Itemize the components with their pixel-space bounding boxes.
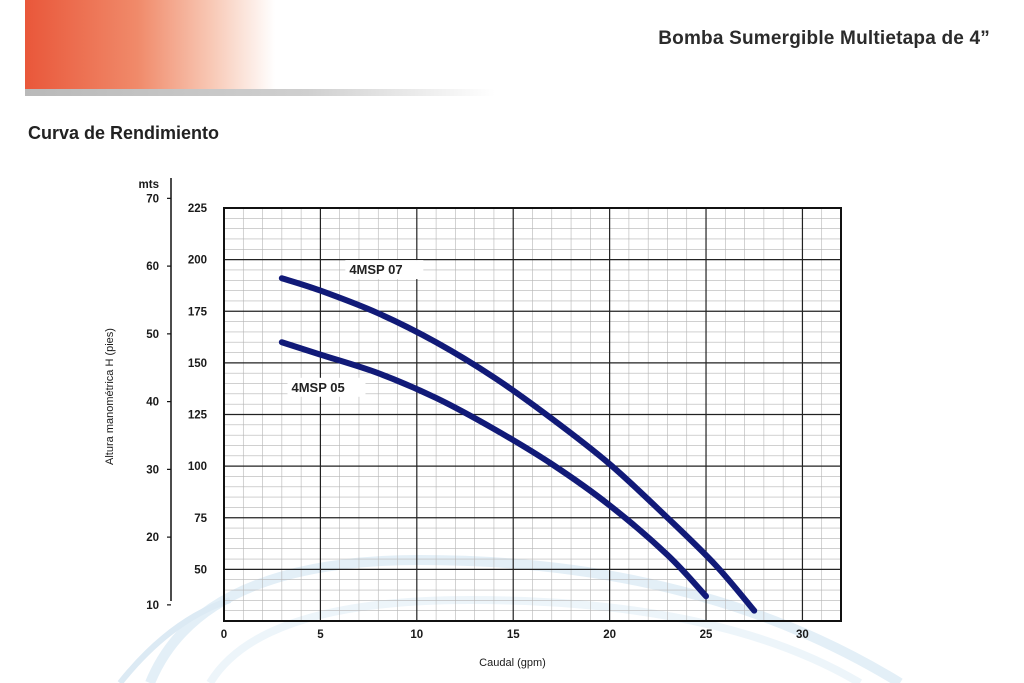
y-tick-label: 50 (194, 564, 207, 576)
x-tick-label: 0 (221, 629, 227, 641)
x-tick-label: 20 (603, 629, 616, 641)
y-tick-label: 75 (194, 513, 207, 525)
series-label: 4MSP 07 (349, 262, 402, 277)
x-tick-label: 10 (410, 629, 423, 641)
meters-axis-unit: mts (139, 179, 159, 191)
document-title: Bomba Sumergible Multietapa de 4” (658, 28, 990, 49)
meters-axis-ticks: 10 20 30 40 50 60 70 (146, 193, 171, 612)
curve-4msp-05 (278, 339, 710, 600)
y-tick-label: 175 (188, 306, 208, 318)
curves (278, 275, 758, 614)
section-title: Curva de Rendimiento (28, 123, 220, 143)
series-label-background (345, 260, 424, 280)
meters-tick-label: 10 (146, 600, 159, 612)
y-tick-label: 100 (188, 461, 207, 473)
series-label: 4MSP 05 (291, 380, 344, 395)
y-tick-label: 125 (188, 410, 208, 422)
x-tick-label: 5 (317, 629, 324, 641)
x-axis-ticks: 0 5 10 15 20 25 30 (221, 629, 809, 641)
curve-4msp-07 (278, 275, 758, 614)
x-tick-label: 30 (796, 629, 809, 641)
plot-frame (223, 207, 842, 622)
y-tick-label: 150 (188, 358, 207, 370)
y-axis-title: Altura manométrica H (pies) (104, 328, 116, 465)
y-tick-label: 225 (188, 203, 208, 215)
y-axis-ticks: 50 75 100 125 150 175 200 225 (188, 203, 208, 576)
series-labels: 4MSP 07 4MSP 05 (287, 260, 424, 397)
y-tick-label: 200 (188, 255, 207, 267)
meters-tick-label: 60 (146, 261, 159, 273)
x-tick-label: 15 (507, 629, 520, 641)
series-label-background (287, 377, 366, 397)
meters-tick-label: 20 (146, 532, 159, 544)
meters-tick-label: 40 (146, 397, 159, 409)
header-rule (25, 89, 495, 96)
meters-tick-label: 70 (146, 193, 159, 205)
meters-tick-label: 30 (146, 464, 159, 476)
meters-tick-label: 50 (146, 329, 159, 341)
x-tick-label: 25 (700, 629, 713, 641)
header-accent-band (25, 0, 275, 90)
x-axis-title: Caudal (gpm) (479, 657, 546, 669)
